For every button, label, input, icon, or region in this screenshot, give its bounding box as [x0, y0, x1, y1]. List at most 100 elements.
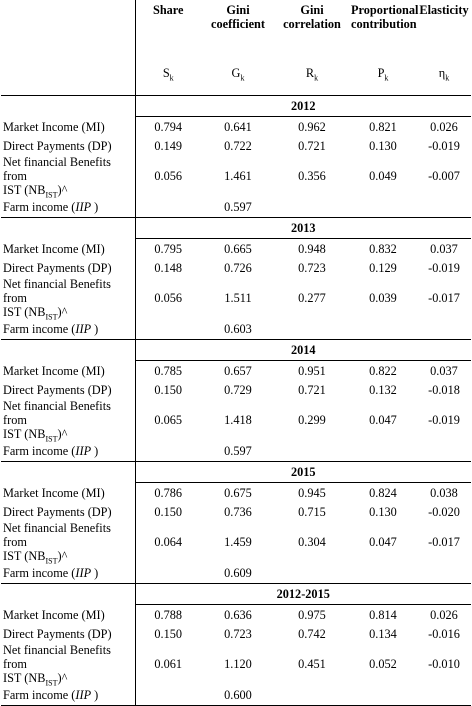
row-label-market-income: Market Income (MI) — [1, 360, 136, 381]
cell-share: 0.056 — [154, 291, 183, 305]
cell-gini-coefficient: 0.597 — [224, 200, 252, 214]
cell-elasticity: 0.026 — [430, 120, 458, 134]
farm-label-pre: Farm income ( — [3, 200, 76, 214]
symbol-gini-correlation: Rk — [305, 66, 319, 83]
cell-share: 0.064 — [154, 535, 183, 549]
period-header-blank — [1, 217, 136, 239]
row-label-direct-payments: Direct Payments (DP) — [1, 259, 136, 277]
nb-label-line-1: Net financial Benefits from — [3, 521, 111, 549]
table-row-direct-payments: Direct Payments (DP) 0.148 0.726 0.723 0… — [1, 259, 471, 277]
cell-proportional-contribution: 0.134 — [369, 627, 397, 641]
cell-gini-correlation — [275, 563, 349, 584]
header-blank-cell — [1, 0, 136, 51]
farm-label-pre: Farm income ( — [3, 322, 76, 336]
cell-proportional-contribution — [349, 441, 417, 462]
row-label-net-financial-benefits: Net financial Benefits from IST (NBIST)^ — [1, 643, 136, 688]
symbol-blank-cell — [1, 51, 136, 96]
table-row-direct-payments: Direct Payments (DP) 0.149 0.722 0.721 0… — [1, 137, 471, 155]
cell-elasticity — [417, 441, 471, 462]
cell-gini-correlation: 0.951 — [298, 364, 326, 378]
cell-gini-correlation: 0.715 — [298, 505, 326, 519]
cell-proportional-contribution: 0.130 — [369, 505, 397, 519]
cell-gini-correlation — [275, 197, 349, 218]
cell-gini-correlation: 0.962 — [298, 120, 326, 134]
cell-elasticity: -0.010 — [428, 657, 460, 671]
row-label-market-income: Market Income (MI) — [1, 604, 136, 625]
cell-elasticity: -0.017 — [428, 291, 460, 305]
farm-label-italic: IIP — [75, 322, 92, 336]
cell-share: 0.150 — [154, 627, 183, 641]
nb-label-line-2-pre: IST (NB — [3, 427, 46, 441]
farm-label-italic: IIP — [75, 200, 92, 214]
cell-elasticity: -0.017 — [428, 535, 460, 549]
farm-label-pre: Farm income ( — [3, 444, 76, 458]
header-gini-correlation: Gini correlation — [283, 3, 341, 31]
cell-share: 0.148 — [154, 261, 183, 275]
period-year: 2013 — [135, 217, 471, 239]
nb-label-line-2-pre: IST (NB — [3, 671, 46, 685]
cell-proportional-contribution: 0.814 — [369, 608, 397, 622]
cell-elasticity: -0.019 — [428, 139, 460, 153]
cell-elasticity: 0.037 — [430, 364, 458, 378]
cell-elasticity: -0.019 — [428, 413, 460, 427]
table-row-net-financial-benefits: Net financial Benefits from IST (NBIST)^… — [1, 277, 471, 321]
nb-label-subscript: IST — [45, 678, 58, 688]
row-label-market-income: Market Income (MI) — [1, 116, 136, 137]
period-header-row: 2015 — [1, 461, 471, 483]
nb-label-line-1: Net financial Benefits from — [3, 277, 111, 305]
cell-elasticity: -0.018 — [428, 383, 460, 397]
farm-label-pre: Farm income ( — [3, 566, 76, 580]
table-row-direct-payments: Direct Payments (DP) 0.150 0.723 0.742 0… — [1, 625, 471, 643]
cell-gini-coefficient: 1.459 — [224, 535, 252, 549]
cell-gini-coefficient: 0.603 — [224, 322, 252, 336]
period-header-row: 2012-2015 — [1, 583, 471, 605]
nb-label-line-2-pre: IST (NB — [3, 183, 46, 197]
cell-elasticity: 0.026 — [430, 608, 458, 622]
cell-share — [135, 441, 201, 462]
symbol-elasticity: ηk — [438, 66, 450, 83]
symbol-gini-coefficient: Gk — [231, 66, 245, 83]
cell-elasticity — [417, 685, 471, 706]
cell-gini-correlation — [275, 441, 349, 462]
cell-gini-coefficient: 1.418 — [224, 413, 252, 427]
nb-label-subscript: IST — [45, 190, 58, 200]
cell-proportional-contribution — [349, 563, 417, 584]
cell-gini-coefficient: 0.600 — [201, 685, 275, 706]
farm-label-italic: IIP — [75, 566, 92, 580]
table-row-farm-income: Farm income (IIP ) 0.600 — [1, 685, 471, 706]
cell-gini-correlation: 0.721 — [298, 139, 326, 153]
period-year: 2012 — [135, 95, 471, 117]
table-row-farm-income: Farm income (IIP ) 0.609 — [1, 563, 471, 584]
symbol-share: Sk — [162, 66, 174, 83]
table-row-market-income: Market Income (MI) 0.785 0.657 0.951 0.8… — [1, 360, 471, 381]
farm-label-italic: IIP — [75, 444, 92, 458]
cell-gini-correlation: 0.451 — [298, 657, 326, 671]
nb-label-line-1: Net financial Benefits from — [3, 643, 111, 671]
row-label-net-financial-benefits: Net financial Benefits from IST (NBIST)^ — [1, 399, 136, 443]
table-row-direct-payments: Direct Payments (DP) 0.150 0.729 0.721 0… — [1, 381, 471, 399]
cell-share: 0.788 — [154, 608, 183, 622]
cell-proportional-contribution: 0.047 — [369, 413, 397, 427]
nb-label-line-1: Net financial Benefits from — [3, 399, 111, 427]
cell-gini-coefficient: 0.665 — [224, 242, 252, 256]
nb-label-subscript: IST — [45, 556, 58, 566]
cell-proportional-contribution: 0.052 — [369, 657, 397, 671]
cell-gini-coefficient: 0.657 — [224, 364, 252, 378]
cell-share: 0.794 — [154, 120, 183, 134]
cell-elasticity: 0.037 — [430, 242, 458, 256]
period-year: 2015 — [135, 461, 471, 483]
row-label-direct-payments: Direct Payments (DP) — [1, 625, 136, 643]
cell-gini-correlation: 0.742 — [298, 627, 326, 641]
cell-proportional-contribution: 0.129 — [369, 261, 397, 275]
header-proportional-contribution: Proportional contribution — [351, 3, 419, 31]
row-label-direct-payments: Direct Payments (DP) — [1, 503, 136, 521]
table-row-market-income: Market Income (MI) 0.788 0.636 0.975 0.8… — [1, 604, 471, 625]
cell-gini-correlation: 0.945 — [298, 486, 326, 500]
cell-share: 0.150 — [154, 505, 183, 519]
table-row-market-income: Market Income (MI) 0.786 0.675 0.945 0.8… — [1, 482, 471, 503]
cell-gini-correlation: 0.304 — [298, 535, 326, 549]
row-label-farm-income: Farm income (IIP ) — [1, 563, 136, 584]
table-row-market-income: Market Income (MI) 0.795 0.665 0.948 0.8… — [1, 238, 471, 259]
cell-proportional-contribution — [349, 197, 417, 218]
